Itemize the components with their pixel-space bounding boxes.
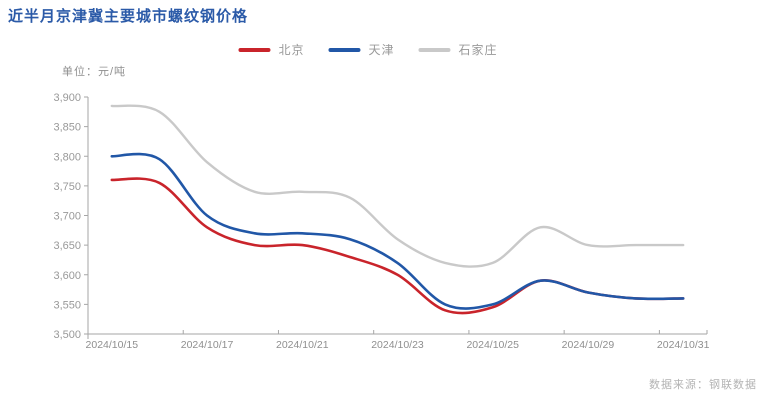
legend-item-shijiazhuang[interactable]: 石家庄 (418, 41, 498, 58)
y-axis-tick-label: 3,550 (53, 299, 81, 311)
legend-item-tianjin[interactable]: 天津 (328, 41, 394, 58)
tianjin-line-swatch-icon (328, 47, 361, 52)
y-axis-tick-label: 3,700 (53, 211, 81, 223)
series-line-shijiazhuang (110, 104, 685, 268)
y-axis-unit-label: 单位：元/吨 (62, 66, 127, 78)
y-axis-tick-label: 3,800 (53, 151, 81, 163)
y-axis-tick-label: 3,600 (53, 270, 81, 282)
x-axis-tick-label: 2024/10/29 (562, 339, 615, 351)
data-source-label: 数据来源：钢联数据 (649, 379, 757, 391)
x-axis-tick-label: 2024/10/17 (181, 339, 234, 351)
x-axis-tick-label: 2024/10/25 (466, 339, 519, 351)
x-axis-tick-label: 2024/10/15 (86, 339, 139, 351)
legend-item-beijing[interactable]: 北京 (238, 41, 304, 58)
chart-title: 近半月京津冀主要城市螺纹钢价格 (8, 9, 249, 25)
legend: 北京 天津 石家庄 (238, 41, 497, 58)
x-axis-tick-label: 2024/10/21 (276, 339, 329, 351)
legend-label-tianjin: 天津 (368, 43, 395, 57)
legend-label-beijing: 北京 (278, 43, 305, 57)
y-axis-tick-label: 3,750 (53, 181, 81, 193)
legend-label-shijiazhuang: 石家庄 (458, 43, 498, 57)
y-axis-tick-label: 3,650 (53, 240, 81, 252)
x-axis-tick-label: 2024/10/23 (371, 339, 424, 351)
shijiazhuang-line-swatch-icon (418, 47, 451, 52)
y-axis-tick-label: 3,900 (53, 92, 81, 104)
series-line-tianjin (110, 152, 685, 310)
y-axis-tick-label: 3,500 (53, 329, 81, 341)
x-axis-tick-label: 2024/10/31 (657, 339, 710, 351)
beijing-line-swatch-icon (238, 47, 271, 52)
y-axis-tick-label: 3,850 (53, 122, 81, 134)
